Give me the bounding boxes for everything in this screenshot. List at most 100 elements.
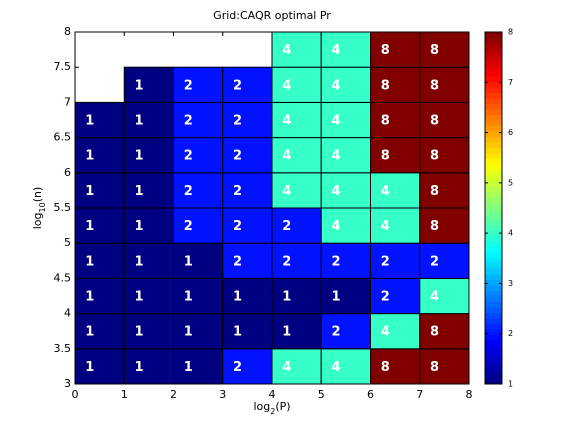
cell bbox=[419, 31, 470, 68]
colorbar-step bbox=[485, 252, 502, 258]
cell bbox=[222, 242, 273, 279]
cell bbox=[123, 172, 174, 209]
cell bbox=[222, 101, 273, 139]
cell bbox=[271, 172, 322, 209]
colorbar-step bbox=[485, 142, 502, 148]
y-tick-label: 6 bbox=[64, 166, 71, 179]
cell-label: 1 bbox=[233, 325, 242, 340]
cell bbox=[370, 31, 421, 68]
cell-label: 1 bbox=[282, 325, 291, 340]
colorbar-step bbox=[485, 98, 502, 104]
cell-label: 2 bbox=[282, 254, 291, 269]
x-axis-label: log2(P) bbox=[253, 400, 290, 416]
cell bbox=[271, 31, 322, 68]
cell-label: 4 bbox=[332, 43, 341, 58]
y-tick-label: 3 bbox=[64, 377, 71, 390]
colorbar-step bbox=[485, 158, 502, 165]
cell bbox=[320, 207, 371, 244]
cell bbox=[74, 348, 125, 385]
cell bbox=[320, 101, 371, 139]
cell-label: 8 bbox=[430, 184, 439, 199]
cell bbox=[222, 137, 273, 174]
y-tick-label: 4 bbox=[64, 307, 71, 320]
cell-label: 2 bbox=[184, 219, 193, 234]
cell bbox=[222, 172, 273, 209]
cell-label: 4 bbox=[282, 184, 291, 199]
cell bbox=[222, 66, 273, 103]
cell-label: 2 bbox=[332, 325, 341, 340]
cell-label: 8 bbox=[381, 78, 390, 93]
x-tick-label: 3 bbox=[219, 388, 226, 401]
cell bbox=[173, 242, 224, 279]
cell bbox=[271, 242, 322, 279]
cell-label: 2 bbox=[184, 184, 193, 199]
cell-label: 8 bbox=[430, 360, 439, 375]
cell bbox=[123, 101, 174, 139]
y-tick-label: 7 bbox=[64, 95, 71, 108]
colorbar-step bbox=[485, 367, 502, 374]
cell bbox=[271, 313, 322, 350]
colorbar-step bbox=[485, 263, 502, 269]
x-tick-label: 5 bbox=[318, 388, 325, 401]
colorbar-step bbox=[485, 202, 502, 209]
cell bbox=[370, 101, 421, 139]
colorbar-step bbox=[485, 268, 502, 275]
cell-label: 2 bbox=[233, 114, 242, 129]
cell bbox=[419, 207, 470, 244]
colorbar-step bbox=[485, 169, 502, 176]
colorbar-step bbox=[485, 235, 502, 242]
cell bbox=[74, 207, 125, 244]
cell-label: 2 bbox=[233, 360, 242, 375]
cell-label: 1 bbox=[85, 254, 94, 269]
cell bbox=[419, 137, 470, 174]
cell-label: 1 bbox=[135, 219, 144, 234]
cell-label: 1 bbox=[85, 360, 94, 375]
cell bbox=[370, 66, 421, 103]
colorbar-step bbox=[485, 186, 502, 192]
cell bbox=[123, 137, 174, 174]
cell-label: 1 bbox=[135, 360, 144, 375]
cell bbox=[419, 277, 470, 315]
cell-label: 4 bbox=[282, 43, 291, 58]
colorbar-step bbox=[485, 257, 502, 264]
cell-label: 8 bbox=[430, 325, 439, 340]
colorbar-step bbox=[485, 345, 502, 352]
cell bbox=[419, 313, 470, 350]
cell bbox=[123, 277, 174, 315]
cell bbox=[222, 348, 273, 385]
cell bbox=[123, 242, 174, 279]
cell bbox=[419, 66, 470, 103]
cell-label: 4 bbox=[332, 114, 341, 129]
cell-label: 2 bbox=[233, 219, 242, 234]
colorbar-tick-label: 7 bbox=[508, 78, 513, 87]
cell-label: 1 bbox=[135, 290, 144, 305]
cell-label: 4 bbox=[282, 149, 291, 164]
cell-label: 8 bbox=[381, 114, 390, 129]
x-tick-label: 7 bbox=[416, 388, 423, 401]
cell bbox=[320, 313, 371, 350]
cell bbox=[370, 172, 421, 209]
cell bbox=[74, 101, 125, 139]
colorbar-step bbox=[485, 191, 502, 198]
colorbar-step bbox=[485, 279, 502, 286]
cell-label: 4 bbox=[282, 360, 291, 375]
cell-label: 4 bbox=[332, 219, 341, 234]
cell bbox=[271, 277, 322, 315]
colorbar-step bbox=[485, 175, 502, 181]
colorbar-step bbox=[485, 329, 502, 335]
cell-label: 1 bbox=[135, 78, 144, 93]
colorbar-step bbox=[485, 318, 502, 324]
colorbar-tick-label: 5 bbox=[508, 178, 513, 187]
x-tick-label: 2 bbox=[170, 388, 177, 401]
cell-label: 2 bbox=[381, 254, 390, 269]
cell-label: 4 bbox=[282, 78, 291, 93]
cell bbox=[74, 277, 125, 315]
cell bbox=[173, 101, 224, 139]
colorbar-step bbox=[485, 213, 502, 220]
cell-label: 4 bbox=[332, 360, 341, 375]
cell-label: 1 bbox=[233, 290, 242, 305]
cell-label: 1 bbox=[85, 184, 94, 199]
cell-label: 8 bbox=[430, 219, 439, 234]
colorbar-step bbox=[485, 274, 502, 280]
